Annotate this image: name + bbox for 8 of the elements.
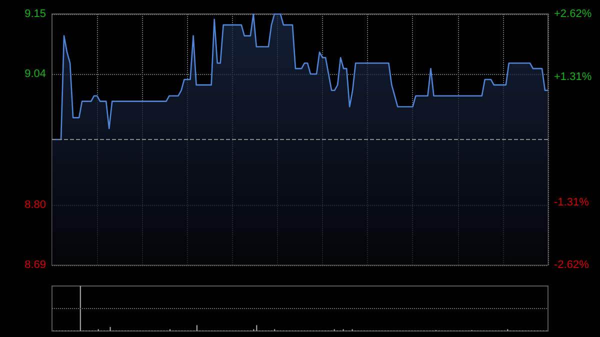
y2-tick-label: -2.62%: [554, 259, 590, 271]
y-tick-label: 8.69: [24, 259, 46, 271]
y-tick-label: 9.15: [24, 8, 46, 20]
y2-tick-label: +2.62%: [554, 8, 592, 20]
y2-tick-label: -1.31%: [554, 196, 590, 208]
y-tick-label: 8.80: [24, 198, 46, 211]
y-tick-label: 9.04: [24, 68, 46, 80]
y2-tick-label: +1.31%: [554, 70, 592, 83]
